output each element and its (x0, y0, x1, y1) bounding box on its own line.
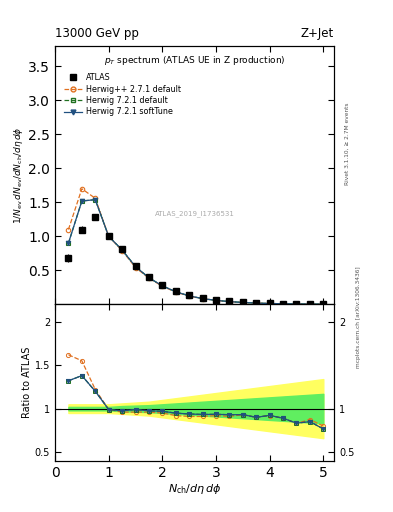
Legend: ATLAS, Herwig++ 2.7.1 default, Herwig 7.2.1 default, Herwig 7.2.1 softTune: ATLAS, Herwig++ 2.7.1 default, Herwig 7.… (62, 71, 184, 119)
Text: Rivet 3.1.10, ≥ 2.7M events: Rivet 3.1.10, ≥ 2.7M events (345, 102, 350, 185)
Text: $p_T$ spectrum (ATLAS UE in Z production): $p_T$ spectrum (ATLAS UE in Z production… (104, 54, 285, 67)
Text: 13000 GeV pp: 13000 GeV pp (55, 27, 139, 40)
Text: mcplots.cern.ch [arXiv:1306.3436]: mcplots.cern.ch [arXiv:1306.3436] (356, 267, 361, 368)
Text: ATLAS_2019_I1736531: ATLAS_2019_I1736531 (154, 210, 235, 217)
Y-axis label: Ratio to ATLAS: Ratio to ATLAS (22, 347, 32, 418)
X-axis label: $N_\mathrm{ch}/d\eta\,d\phi$: $N_\mathrm{ch}/d\eta\,d\phi$ (168, 482, 221, 497)
Text: Z+Jet: Z+Jet (301, 27, 334, 40)
Y-axis label: $1/N_\mathrm{ev}\,dN_\mathrm{ev}/dN_\mathrm{ch}/d\eta\,d\phi$: $1/N_\mathrm{ev}\,dN_\mathrm{ev}/dN_\mat… (13, 126, 26, 224)
